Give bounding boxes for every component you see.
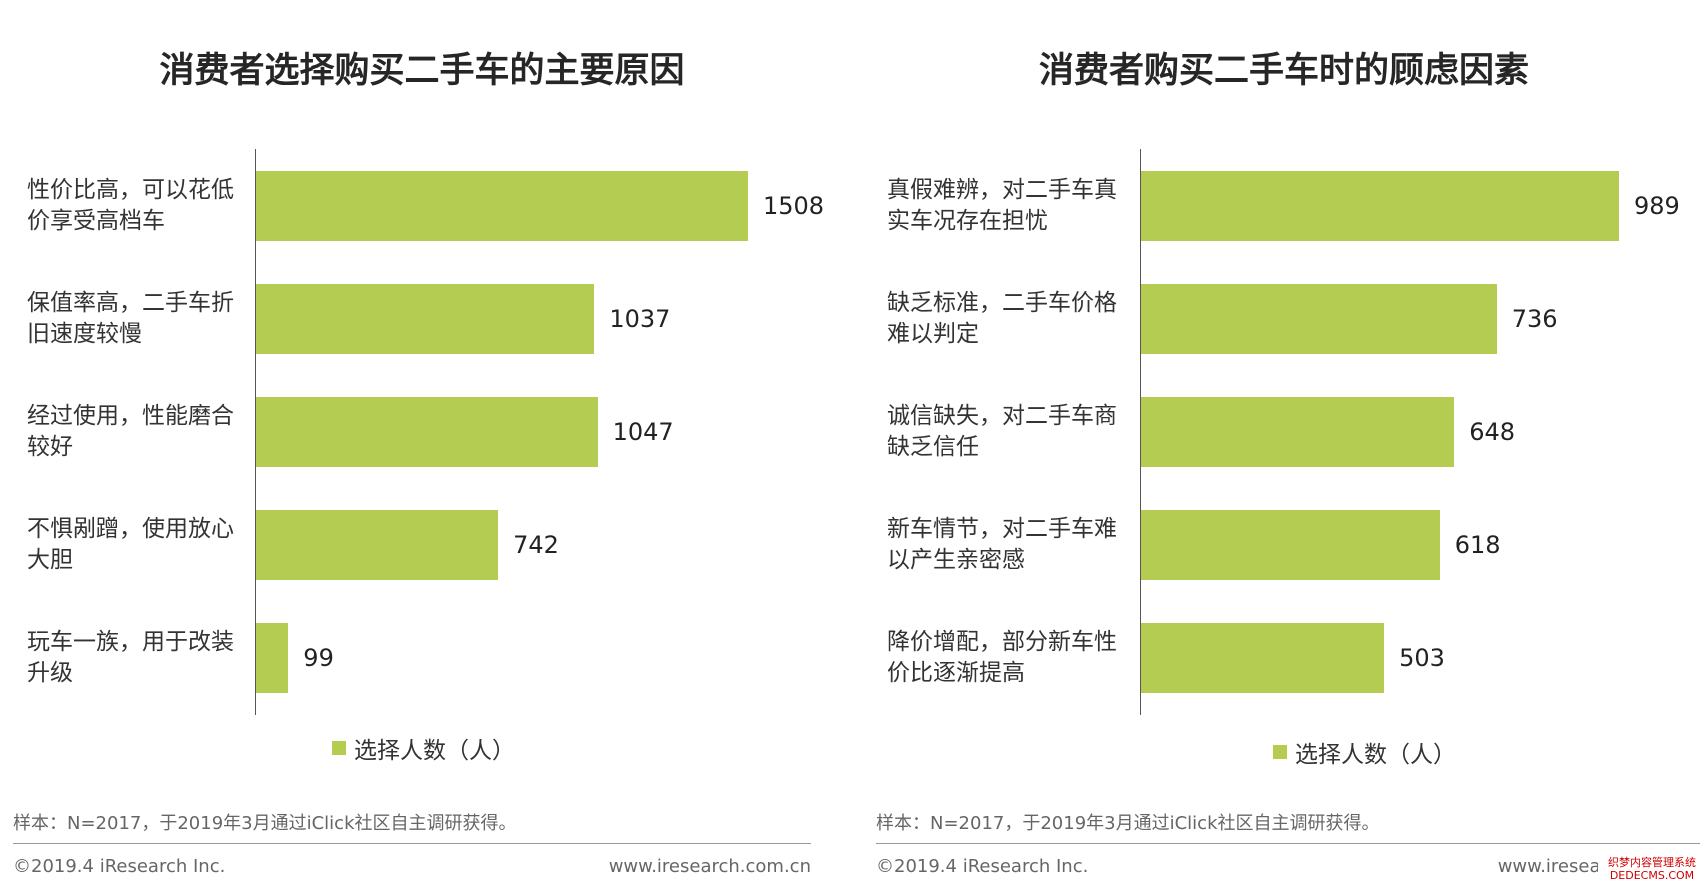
- category-label: 诚信缺失，对二手车商缺乏信任: [887, 403, 1117, 460]
- watermark-text: DEDECMS.COM: [1609, 869, 1695, 882]
- legend-swatch: [332, 741, 346, 755]
- category-label: 真假难辨，对二手车真实车况存在担忧: [887, 177, 1117, 234]
- category-label: 新车情节，对二手车难以产生亲密感: [887, 516, 1117, 573]
- copyright: ©2019.4 iResearch Inc.: [13, 856, 226, 877]
- bar: [256, 510, 499, 580]
- footnote: 样本：N=2017，于2019年3月通过iClick社区自主调研获得。: [876, 813, 1380, 834]
- bar: [1141, 397, 1455, 467]
- separator: [13, 843, 811, 844]
- bar: [1141, 510, 1440, 580]
- value-label: 99: [303, 644, 334, 672]
- value-label: 742: [513, 531, 559, 559]
- copyright: ©2019.4 iResearch Inc.: [876, 856, 1089, 877]
- legend: 选择人数（人）: [332, 731, 515, 765]
- bar: [256, 171, 748, 241]
- separator: [876, 843, 1700, 844]
- category-label: 缺乏标准，二手车价格难以判定: [887, 290, 1117, 347]
- bar: [256, 397, 598, 467]
- value-label: 1047: [612, 418, 674, 446]
- category-label: 降价增配，部分新车性价比逐渐提高: [887, 629, 1117, 686]
- bar: [1141, 284, 1497, 354]
- website: www.iresearch.com.cn: [608, 856, 811, 877]
- legend: 选择人数（人）: [1273, 735, 1456, 769]
- category-label: 性价比高，可以花低价享受高档车: [27, 177, 234, 234]
- chart-title: 消费者购买二手车时的顾虑因素: [1038, 51, 1530, 91]
- axis-line: [255, 149, 256, 715]
- category-label: 经过使用，性能磨合较好: [27, 403, 234, 460]
- bar: [256, 284, 595, 354]
- value-label: 618: [1454, 531, 1501, 559]
- watermark: 织梦内容管理系统 DEDECMS.COM: [1598, 856, 1706, 882]
- legend-label: 选择人数（人）: [354, 738, 515, 764]
- value-label: 503: [1399, 644, 1445, 672]
- bar: [256, 623, 289, 693]
- legend-swatch: [1273, 745, 1287, 759]
- value-label: 1037: [609, 305, 671, 333]
- value-label: 989: [1634, 192, 1680, 220]
- category-label: 保值率高，二手车折旧速度较慢: [27, 290, 234, 347]
- legend-label: 选择人数（人）: [1295, 742, 1456, 768]
- watermark-text: 织梦内容管理系统: [1608, 856, 1696, 869]
- category-label: 玩车一族，用于改装升级: [27, 629, 234, 686]
- bar: [1141, 171, 1619, 241]
- category-label: 不惧剐蹭，使用放心大胆: [27, 516, 234, 573]
- bar: [1141, 623, 1385, 693]
- chart-title: 消费者选择购买二手车的主要原因: [159, 51, 685, 91]
- value-label: 648: [1469, 418, 1515, 446]
- axis-line: [1140, 149, 1141, 715]
- footnote: 样本：N=2017，于2019年3月通过iClick社区自主调研获得。: [13, 813, 517, 834]
- value-label: 736: [1511, 305, 1558, 333]
- value-label: 1508: [763, 192, 825, 220]
